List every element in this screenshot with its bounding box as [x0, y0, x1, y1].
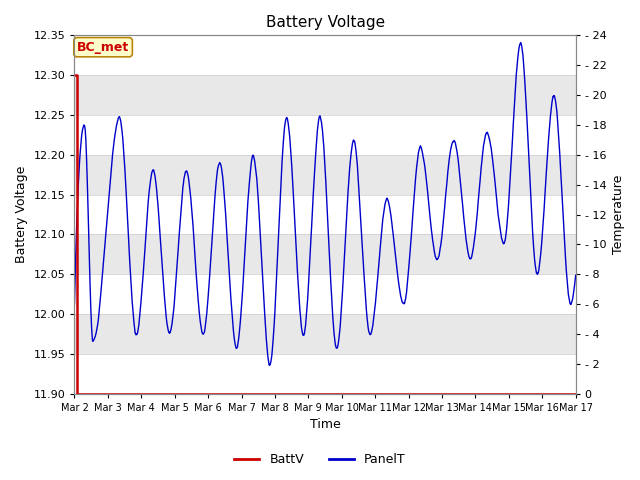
Title: Battery Voltage: Battery Voltage	[266, 15, 385, 30]
Bar	[74, 115, 575, 155]
Text: BC_met: BC_met	[77, 41, 129, 54]
Y-axis label: Temperature: Temperature	[612, 175, 625, 254]
Bar	[74, 275, 575, 314]
Bar	[74, 354, 575, 394]
Bar	[74, 36, 575, 75]
Legend: BattV, PanelT: BattV, PanelT	[229, 448, 411, 471]
X-axis label: Time: Time	[310, 419, 340, 432]
Bar	[74, 195, 575, 235]
Y-axis label: Battery Voltage: Battery Voltage	[15, 166, 28, 263]
